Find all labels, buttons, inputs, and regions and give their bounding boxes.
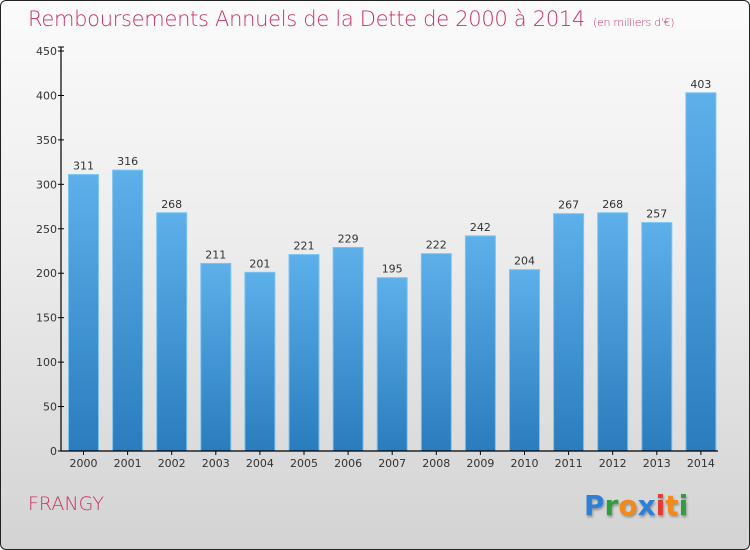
- y-tick-label-350: 350: [36, 134, 57, 147]
- logo-letter: P: [584, 489, 605, 522]
- x-tick-label-2009: 2009: [466, 457, 494, 470]
- x-tick-label-2005: 2005: [290, 457, 318, 470]
- logo-letter: i: [678, 489, 689, 522]
- y-tick-label-250: 250: [36, 223, 57, 236]
- bar-2009: [464, 235, 496, 452]
- data-label-2012: 268: [602, 198, 623, 211]
- data-label-2000: 311: [73, 160, 94, 173]
- x-tick-label-2008: 2008: [422, 457, 450, 470]
- logo-letter: o: [618, 489, 638, 522]
- data-label-2009: 242: [470, 221, 491, 234]
- x-tick-label-2001: 2001: [114, 457, 142, 470]
- axes-group: 2000 2001 2002 2003 2004 2005 2006 2007 2008 2009…: [36, 45, 718, 470]
- logo-letter: t: [665, 489, 679, 522]
- data-label-2006: 229: [338, 232, 359, 245]
- bar-2005: [288, 254, 320, 452]
- x-tick-label-2014: 2014: [687, 457, 715, 470]
- x-tick-label-2013: 2013: [643, 457, 671, 470]
- bar-2010: [509, 269, 540, 452]
- bar-2004: [244, 271, 276, 452]
- x-tick-label-2004: 2004: [246, 457, 274, 470]
- data-label-2014: 403: [690, 78, 711, 91]
- x-tick-label-2012: 2012: [599, 457, 627, 470]
- logo-letter: i: [655, 489, 666, 522]
- bar-2003: [200, 262, 232, 452]
- y-tick-label-200: 200: [36, 267, 57, 280]
- x-tick-label-2000: 2000: [70, 457, 98, 470]
- x-tick-label-2007: 2007: [378, 457, 406, 470]
- x-tick-label-2003: 2003: [202, 457, 230, 470]
- x-tick-label-2011: 2011: [555, 457, 583, 470]
- bar-2000: [68, 174, 99, 452]
- bar-2007: [376, 277, 408, 452]
- y-tick-label-300: 300: [36, 178, 57, 191]
- chart-title: Remboursements Annuels de la Dette de 20…: [28, 7, 674, 31]
- proxiti-logo[interactable]: Proxiti: [584, 489, 688, 522]
- logo-letter: r: [604, 489, 619, 522]
- data-label-2004: 201: [249, 257, 270, 270]
- data-label-2013: 257: [646, 208, 667, 221]
- data-label-2005: 221: [294, 240, 315, 253]
- bar-2014: [685, 92, 717, 452]
- bar-2012: [597, 212, 629, 452]
- data-label-2008: 222: [426, 239, 447, 252]
- x-tick-label-2002: 2002: [158, 457, 186, 470]
- y-tick-label-50: 50: [43, 401, 57, 414]
- commune-name: FRANGY: [28, 493, 104, 515]
- data-label-2007: 195: [382, 263, 403, 276]
- bar-2001: [112, 169, 144, 452]
- data-label-2001: 316: [117, 155, 138, 168]
- x-tick-label-2010: 2010: [511, 457, 539, 470]
- chart-title-text: Remboursements Annuels de la Dette de 20…: [28, 7, 585, 31]
- logo-letter: x: [637, 489, 656, 522]
- bars-group: 311 316 268 211 201 221 229 195 222 242 204 267 268 2…: [68, 78, 717, 452]
- data-label-2003: 211: [205, 248, 226, 261]
- y-tick-label-400: 400: [36, 89, 57, 102]
- y-tick-label-0: 0: [50, 445, 57, 458]
- bar-2011: [553, 213, 585, 452]
- data-label-2011: 267: [558, 199, 579, 212]
- y-tick-label-100: 100: [36, 356, 57, 369]
- x-tick-label-2006: 2006: [334, 457, 362, 470]
- y-tick-label-150: 150: [36, 312, 57, 325]
- bar-2002: [156, 212, 188, 452]
- bar-2008: [420, 253, 452, 452]
- y-tick-label-450: 450: [36, 45, 57, 58]
- chart-unit-note: (en milliers d'€): [593, 16, 675, 29]
- bar-2013: [641, 222, 673, 452]
- bar-2006: [332, 246, 364, 452]
- data-label-2002: 268: [161, 198, 182, 211]
- data-label-2010: 204: [514, 255, 535, 268]
